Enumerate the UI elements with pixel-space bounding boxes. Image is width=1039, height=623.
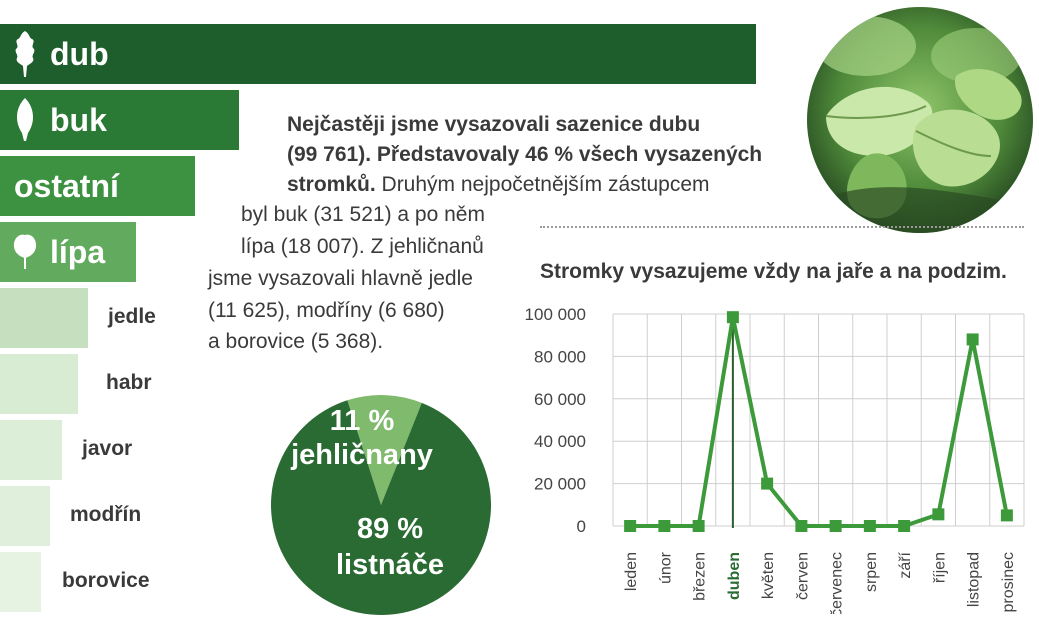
- species-bar-label: habr: [106, 371, 152, 394]
- x-tick-label: březen: [692, 552, 709, 601]
- summary-line-1: Nejčastěji jsme vysazovali sazenice dubu: [287, 112, 700, 138]
- y-tick-label: 80 000: [534, 347, 586, 366]
- x-tick-label: srpen: [863, 552, 880, 592]
- data-point: [863, 520, 876, 532]
- species-bar-8: borovice: [0, 552, 150, 612]
- y-tick-label: 20 000: [534, 475, 586, 494]
- species-bar-label: dub: [50, 35, 109, 72]
- divider: [540, 226, 1024, 228]
- data-point: [795, 520, 808, 532]
- species-bar-label: buk: [50, 101, 107, 138]
- y-tick-label: 100 000: [525, 305, 586, 324]
- oak-photo: [806, 6, 1034, 239]
- x-tick-label: září: [897, 551, 914, 578]
- data-point: [829, 520, 842, 532]
- species-bar-4: jedle: [0, 288, 156, 348]
- data-point: [932, 508, 945, 521]
- summary-line-6: jsme vysazovali hlavně jedle: [208, 267, 473, 290]
- data-point: [1000, 509, 1013, 522]
- species-bar-5: habr: [0, 354, 152, 414]
- x-tick-label: červen: [794, 552, 811, 600]
- y-tick-label: 40 000: [534, 432, 586, 451]
- x-tick-label: duben: [726, 552, 743, 600]
- species-bar-2: ostatní: [0, 156, 195, 216]
- pie-label-pct-conifers: 11 %: [330, 405, 395, 437]
- summary-line-7: (11 625), modříny (6 680): [208, 299, 445, 322]
- data-point: [624, 520, 637, 532]
- y-tick-label: 0: [577, 517, 586, 536]
- x-tick-label: únor: [657, 551, 674, 584]
- x-tick-label: listopad: [966, 552, 983, 607]
- data-point: [726, 311, 739, 324]
- species-bar-label: javor: [82, 437, 133, 460]
- x-tick-label: prosinec: [1000, 552, 1017, 612]
- pie-slice-0: [347, 395, 422, 505]
- x-tick-label: červenec: [829, 552, 846, 614]
- monthly-line-chart: Stromky vysazujeme vždy na jaře a na pod…: [520, 236, 1039, 619]
- species-bar-3: lípa: [0, 222, 136, 282]
- species-bar-label: ostatní: [14, 167, 119, 204]
- y-tick-label: 60 000: [534, 390, 586, 409]
- species-bar-0: dub: [0, 24, 756, 84]
- pie-svg: 11 % jehličnany 89 % listnáče: [271, 395, 491, 615]
- summary-line-3: stromků. Druhým nejpočetnějším zástupcem: [287, 172, 710, 198]
- pie-slice-1: [271, 400, 491, 615]
- beech-leaf-icon: [12, 97, 38, 143]
- summary-text-3: Druhým nejpočetnějším zástupcem: [375, 173, 710, 196]
- x-tick-label: květen: [760, 552, 777, 599]
- species-bar-label: modřín: [70, 503, 142, 526]
- data-point: [692, 520, 705, 532]
- summary-line-2: (99 761). Představovaly 46 % všech vysaz…: [287, 142, 762, 168]
- pie-chart: 11 % jehličnany 89 % listnáče: [268, 392, 494, 623]
- x-tick-label: říjen: [931, 552, 948, 583]
- species-bar-7: modřín: [0, 486, 141, 546]
- species-bar-label: borovice: [62, 569, 150, 592]
- data-point: [966, 333, 979, 346]
- data-point: [898, 520, 911, 532]
- summary-line-5: lípa (18 007). Z jehličnanů: [241, 235, 484, 258]
- chart-title: Stromky vysazujeme vždy na jaře a na pod…: [540, 260, 1007, 283]
- line-chart-svg: Stromky vysazujeme vždy na jaře a na pod…: [525, 260, 1025, 617]
- data-point: [761, 477, 774, 490]
- linden-leaf-icon: [12, 229, 38, 275]
- summary-bold-3: stromků.: [287, 173, 376, 196]
- species-bar-label: jedle: [108, 305, 156, 328]
- data-point: [658, 520, 671, 532]
- summary-line-4: byl buk (31 521) a po něm: [241, 203, 485, 226]
- pie-label-pct-broadleaf: 89 %: [357, 513, 423, 545]
- x-tick-label: leden: [623, 552, 640, 591]
- pie-label-name-conifers: jehličnany: [290, 439, 433, 471]
- oak-leaves-image: [807, 7, 1033, 233]
- summary-bold-1: Nejčastěji jsme vysazovali sazenice dubu: [287, 113, 701, 136]
- pie-label-name-broadleaf: listnáče: [336, 549, 444, 581]
- species-bar-6: javor: [0, 420, 132, 480]
- species-bar-label: lípa: [50, 233, 106, 270]
- summary-line-8: a borovice (5 368).: [208, 330, 384, 353]
- summary-bold-2: (99 761). Představovaly 46 % všech vysaz…: [287, 143, 763, 166]
- oak-leaf-icon: [12, 31, 38, 77]
- species-bar-1: buk: [0, 90, 239, 150]
